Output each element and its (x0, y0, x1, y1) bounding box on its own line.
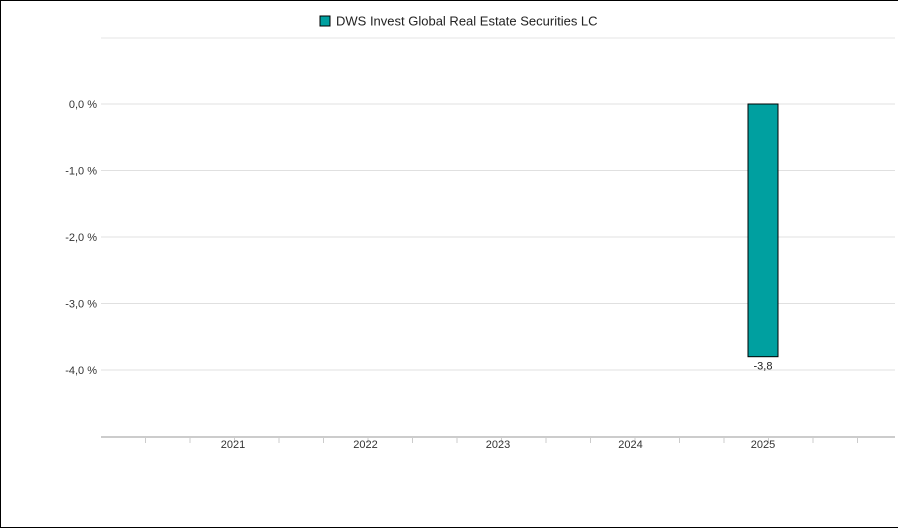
x-tick-label: 2025 (751, 439, 775, 451)
y-tick-label: -2,0 % (65, 232, 97, 244)
bar-series: -3,8 (747, 103, 779, 373)
y-tick-label: -3,0 % (65, 299, 97, 311)
legend-swatch (319, 15, 331, 27)
x-tick-label: 2024 (618, 439, 642, 451)
bar[interactable] (747, 103, 779, 358)
y-tick-label: -1,0 % (65, 166, 97, 178)
bar-data-label: -3,8 (754, 361, 773, 373)
chart-legend[interactable]: DWS Invest Global Real Estate Securities… (319, 14, 598, 29)
y-tick-label: -4,0 % (65, 365, 97, 377)
y-tick-label: 0,0 % (69, 99, 97, 111)
x-tick-label: 2023 (486, 439, 510, 451)
x-tick-label: 2022 (353, 439, 377, 451)
y-axis: 0,0 % -1,0 % -2,0 % -3,0 % -4,0 % (65, 99, 97, 377)
legend-label: DWS Invest Global Real Estate Securities… (336, 14, 598, 29)
x-axis: 2021 2022 2023 2024 2025 (101, 436, 895, 451)
x-tick-label: 2021 (221, 439, 245, 451)
